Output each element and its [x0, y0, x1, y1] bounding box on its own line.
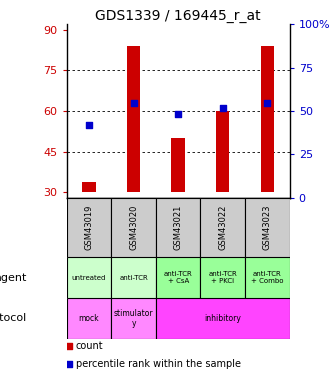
Bar: [156, 257, 200, 298]
Bar: [111, 198, 156, 257]
Text: untreated: untreated: [72, 275, 106, 281]
Text: protocol: protocol: [0, 314, 26, 323]
Bar: [261, 46, 274, 192]
Text: mock: mock: [79, 314, 99, 323]
Bar: [67, 298, 111, 339]
Point: [265, 100, 270, 106]
Title: GDS1339 / 169445_r_at: GDS1339 / 169445_r_at: [95, 9, 261, 23]
Text: GSM43019: GSM43019: [84, 205, 94, 250]
Bar: [111, 257, 156, 298]
Text: percentile rank within the sample: percentile rank within the sample: [76, 359, 240, 369]
Bar: [216, 111, 229, 192]
Bar: [245, 198, 290, 257]
Text: stimulator
y: stimulator y: [114, 309, 153, 328]
Text: inhibitory: inhibitory: [204, 314, 241, 323]
Point: [66, 343, 72, 349]
Point: [86, 122, 92, 128]
Text: anti-TCR
+ PKCi: anti-TCR + PKCi: [208, 271, 237, 284]
Bar: [200, 257, 245, 298]
Point: [66, 361, 72, 367]
Text: anti-TCR
+ CsA: anti-TCR + CsA: [164, 271, 192, 284]
Text: anti-TCR: anti-TCR: [119, 275, 148, 281]
Bar: [127, 46, 140, 192]
Bar: [82, 182, 96, 192]
Bar: [67, 257, 111, 298]
Bar: [156, 298, 290, 339]
Point: [175, 111, 181, 117]
Text: GSM43020: GSM43020: [129, 205, 138, 250]
Point: [131, 100, 136, 106]
Bar: [245, 257, 290, 298]
Text: GSM43022: GSM43022: [218, 205, 227, 250]
Bar: [67, 198, 111, 257]
Text: GSM43021: GSM43021: [173, 205, 183, 250]
Text: agent: agent: [0, 273, 26, 283]
Text: GSM43023: GSM43023: [263, 205, 272, 251]
Bar: [111, 298, 156, 339]
Bar: [156, 198, 200, 257]
Text: anti-TCR
+ Combo: anti-TCR + Combo: [251, 271, 284, 284]
Point: [220, 105, 225, 111]
Text: count: count: [76, 341, 103, 351]
Bar: [171, 138, 185, 192]
Bar: [200, 198, 245, 257]
